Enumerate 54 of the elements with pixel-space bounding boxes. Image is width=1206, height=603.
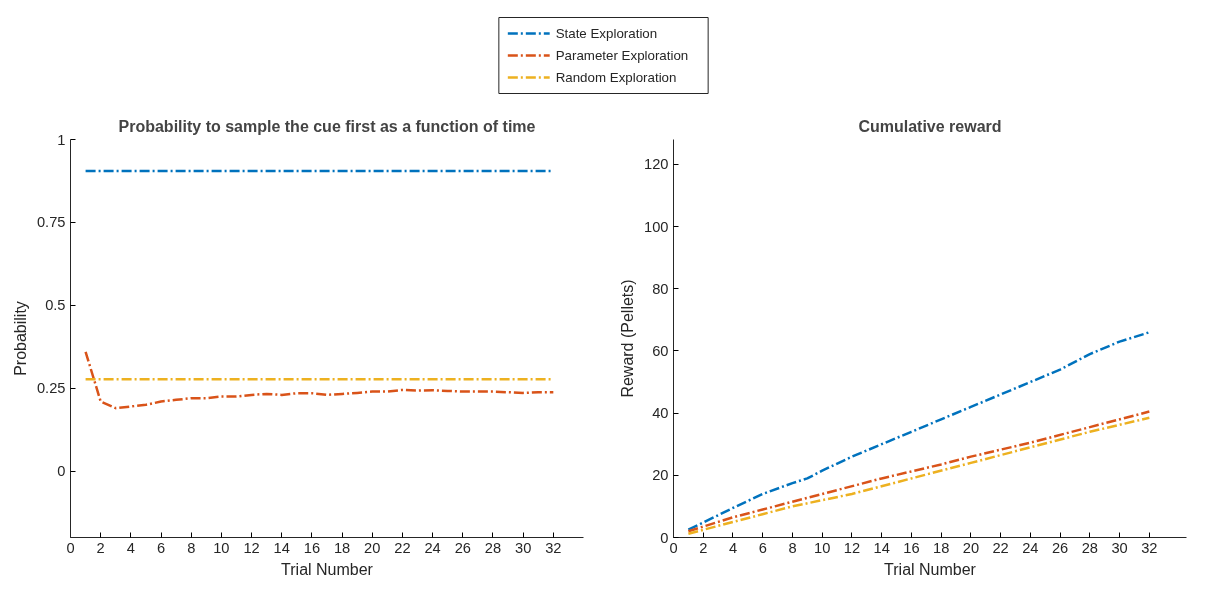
x-tick-label: 28 [484, 539, 502, 556]
y-tick-label: 60 [652, 342, 669, 359]
x-tick-label: 24 [1022, 539, 1039, 556]
x-tick-label: 20 [364, 539, 381, 556]
x-tick-label: 20 [962, 539, 980, 556]
y-axis-title: Reward (Pellets) [619, 279, 637, 398]
x-tick-label: 26 [454, 539, 471, 556]
chart-title: Probability to sample the cue first as a function of time [118, 117, 536, 135]
x-tick-label: 4 [126, 539, 135, 556]
x-tick-label: 14 [273, 539, 290, 556]
line-series [687, 331, 1151, 531]
legend-label: State Exploration [555, 26, 658, 41]
y-tick-label: 40 [652, 405, 669, 422]
y-tick-label: 0.25 [36, 380, 66, 397]
y-tick-label: 100 [644, 218, 669, 235]
x-tick-label: 6 [156, 539, 166, 556]
y-tick-label: 0.75 [36, 214, 66, 231]
x-tick-label: 12 [843, 539, 861, 556]
y-tick-label: 0.5 [45, 297, 66, 314]
y-axis-title: Probability [11, 301, 29, 376]
x-axis-title: Trial Number [884, 560, 977, 578]
x-tick-label: 22 [992, 539, 1009, 556]
x-tick-label: 2 [96, 539, 105, 556]
x-tick-label: 2 [699, 539, 708, 556]
x-tick-label: 28 [1081, 539, 1099, 556]
x-tick-label: 14 [873, 539, 890, 556]
line-series [84, 350, 555, 410]
y-tick-label: 1 [57, 131, 66, 148]
y-tick-label: 80 [652, 280, 669, 297]
x-tick-label: 32 [545, 539, 562, 556]
x-tick-label: 8 [187, 539, 196, 556]
x-tick-label: 18 [333, 539, 351, 556]
x-tick-label: 22 [394, 539, 411, 556]
legend-label: Random Exploration [555, 70, 677, 85]
y-tick-label: 0 [57, 463, 66, 480]
x-tick-label: 30 [1111, 539, 1128, 556]
x-tick-label: 10 [814, 539, 831, 556]
x-tick-label: 10 [213, 539, 230, 556]
x-tick-label: 18 [933, 539, 950, 556]
x-tick-label: 12 [243, 539, 260, 556]
x-tick-label: 8 [788, 539, 797, 556]
x-tick-label: 30 [515, 539, 532, 556]
x-tick-label: 6 [758, 539, 767, 556]
legend-label: Parameter Exploration [555, 48, 689, 63]
x-tick-label: 32 [1141, 539, 1158, 556]
y-tick-label: 120 [644, 156, 669, 173]
chart-title: Cumulative reward [858, 117, 1002, 135]
x-tick-label: 24 [424, 539, 441, 556]
y-tick-label: 20 [652, 467, 669, 484]
x-tick-label: 16 [303, 539, 321, 556]
x-tick-label: 26 [1051, 539, 1069, 556]
x-tick-label: 16 [903, 539, 920, 556]
x-axis-title: Trial Number [281, 560, 374, 578]
x-tick-label: 4 [728, 539, 738, 556]
